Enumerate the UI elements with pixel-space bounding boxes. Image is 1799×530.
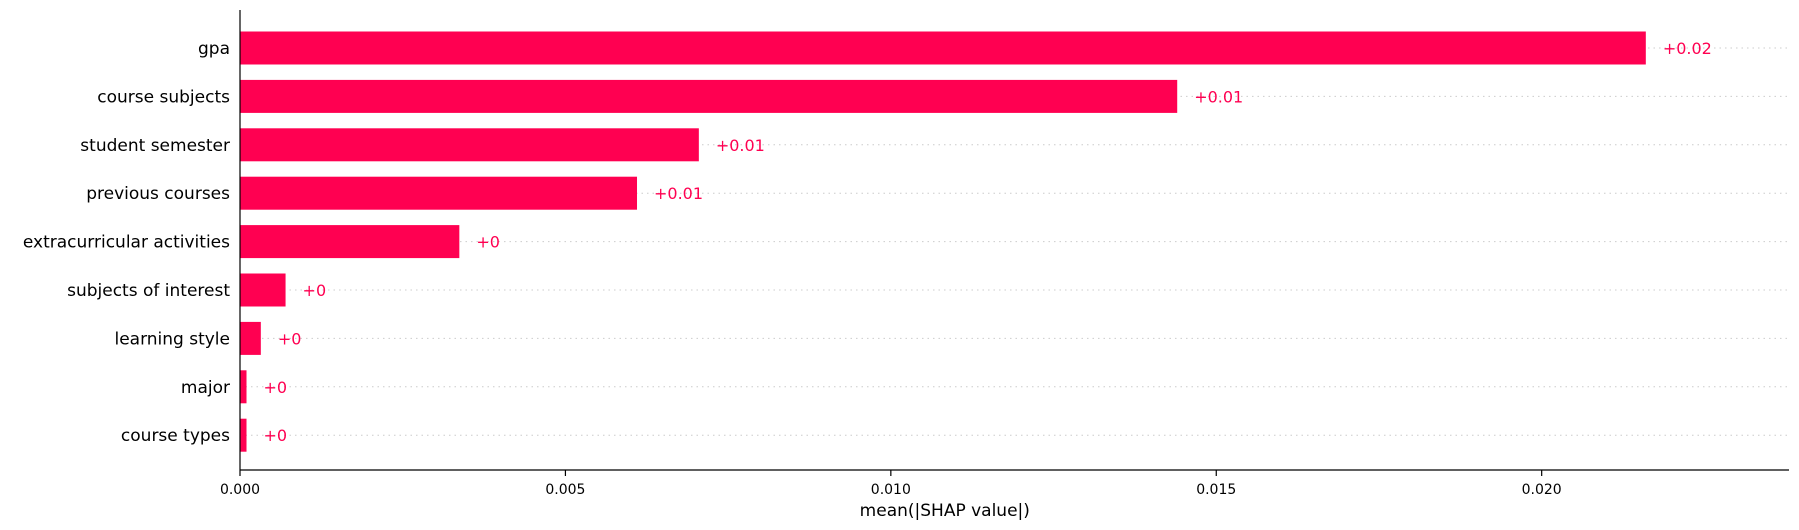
value-label: +0.01 xyxy=(716,136,765,155)
value-label: +0.02 xyxy=(1663,39,1712,58)
feature-label: subjects of interest xyxy=(67,281,230,301)
bar-course-types xyxy=(240,418,247,452)
x-tick-label: 0.020 xyxy=(1522,482,1562,498)
feature-label: gpa xyxy=(198,39,230,59)
value-label: +0.01 xyxy=(654,184,703,203)
x-tick-label: 0.010 xyxy=(871,482,911,498)
bar-course-subjects xyxy=(240,79,1178,113)
value-label: +0 xyxy=(264,378,288,397)
feature-label: extracurricular activities xyxy=(23,233,230,253)
x-tick-label: 0.005 xyxy=(545,482,585,498)
feature-label: previous courses xyxy=(86,184,230,204)
x-tick-label: 0.000 xyxy=(220,482,260,498)
value-label: +0 xyxy=(264,426,288,445)
x-axis-label: mean(|SHAP value|) xyxy=(860,501,1030,521)
bar-extracurricular-activities xyxy=(240,225,460,259)
bar-subjects-of-interest xyxy=(240,273,286,307)
feature-label: student semester xyxy=(80,136,230,156)
value-label: +0.01 xyxy=(1194,87,1243,106)
bar-learning-style xyxy=(240,321,261,355)
x-tick-label: 0.015 xyxy=(1196,482,1236,498)
feature-label: major xyxy=(181,378,230,398)
bar-student-semester xyxy=(240,128,699,162)
value-label: +0 xyxy=(278,329,302,348)
value-label: +0 xyxy=(303,281,327,300)
value-label: +0 xyxy=(476,233,500,252)
feature-label: course subjects xyxy=(97,87,230,107)
feature-label: course types xyxy=(121,426,230,446)
bar-previous-courses xyxy=(240,176,638,210)
labels-layer: gpa +0.02 course subjects +0.01 student seme… xyxy=(23,39,1712,446)
axis-layer xyxy=(239,10,1789,471)
bar-gpa xyxy=(240,31,1646,65)
bars-layer xyxy=(240,31,1646,452)
feature-label: learning style xyxy=(114,329,230,349)
bar-major xyxy=(240,370,247,404)
x-ticks: 0.000 0.005 0.010 0.015 0.020 xyxy=(220,470,1562,498)
